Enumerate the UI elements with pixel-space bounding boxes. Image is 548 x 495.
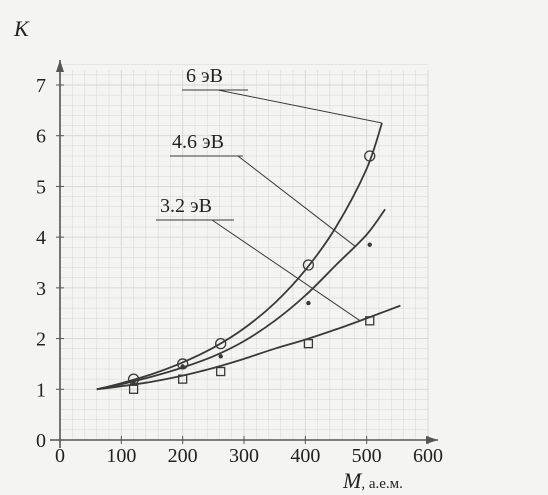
x-tick-label: 100 <box>106 445 136 467</box>
y-tick-label: 0 <box>36 430 46 452</box>
x-tick-label: 0 <box>55 445 65 467</box>
axes <box>50 60 438 448</box>
marker-3-2 <box>178 374 188 384</box>
legend-label-3-2: 3.2 эВ <box>160 195 212 217</box>
x-tick-label: 200 <box>168 445 198 467</box>
legend-label-4-6: 4.6 эВ <box>172 131 224 153</box>
tick-labels: 0 100 200 300 400 500 600 0 1 2 3 4 5 6 7 <box>36 75 443 467</box>
marker-4-6 <box>367 242 372 247</box>
curve-3-2 <box>96 304 401 391</box>
marker-3-2 <box>128 384 139 394</box>
y-tick-label: 4 <box>36 227 46 249</box>
y-axis-title: K <box>13 16 30 41</box>
marker-4-6 <box>218 354 223 359</box>
y-tick-label: 3 <box>36 278 46 300</box>
marker-3-2 <box>303 338 314 349</box>
marker-6 <box>127 373 140 385</box>
x-tick-label: 300 <box>229 445 259 467</box>
x-tick-label: 600 <box>413 445 443 467</box>
x-axis-arrow <box>426 436 438 444</box>
marker-6 <box>215 337 227 350</box>
grid <box>59 64 429 441</box>
legend-leader-4-6 <box>237 155 356 247</box>
y-tick-label: 2 <box>36 329 46 351</box>
marker-3-2 <box>216 366 226 377</box>
y-tick-label: 6 <box>36 126 46 148</box>
x-axis-unit: , а.е.м. <box>361 476 403 492</box>
legend-label-6: 6 эВ <box>186 65 223 87</box>
marker-3-2 <box>365 316 375 326</box>
y-tick-label: 7 <box>36 75 46 97</box>
legend-leader-3-2 <box>211 219 361 322</box>
y-axis-arrow <box>56 60 64 72</box>
curve-6 <box>96 122 383 391</box>
series-markers <box>127 150 376 394</box>
marker-6 <box>364 150 376 162</box>
x-axis-variable: M <box>342 468 363 493</box>
x-tick-label: 400 <box>290 445 320 467</box>
curve-4-6 <box>96 208 386 391</box>
legend: 6 эВ 4.6 эВ 3.2 эВ <box>156 65 383 322</box>
legend-leader-6 <box>217 89 383 124</box>
series-curves <box>96 122 401 391</box>
marker-4-6 <box>131 379 136 384</box>
y-tick-label: 1 <box>36 379 46 401</box>
x-axis-title: M, а.е.м. <box>342 468 403 493</box>
marker-4-6 <box>306 300 311 306</box>
marker-4-6 <box>180 364 185 369</box>
y-tick-label: 5 <box>36 176 46 198</box>
marker-6 <box>302 259 315 271</box>
marker-6 <box>177 358 189 370</box>
x-tick-label: 500 <box>352 445 382 467</box>
